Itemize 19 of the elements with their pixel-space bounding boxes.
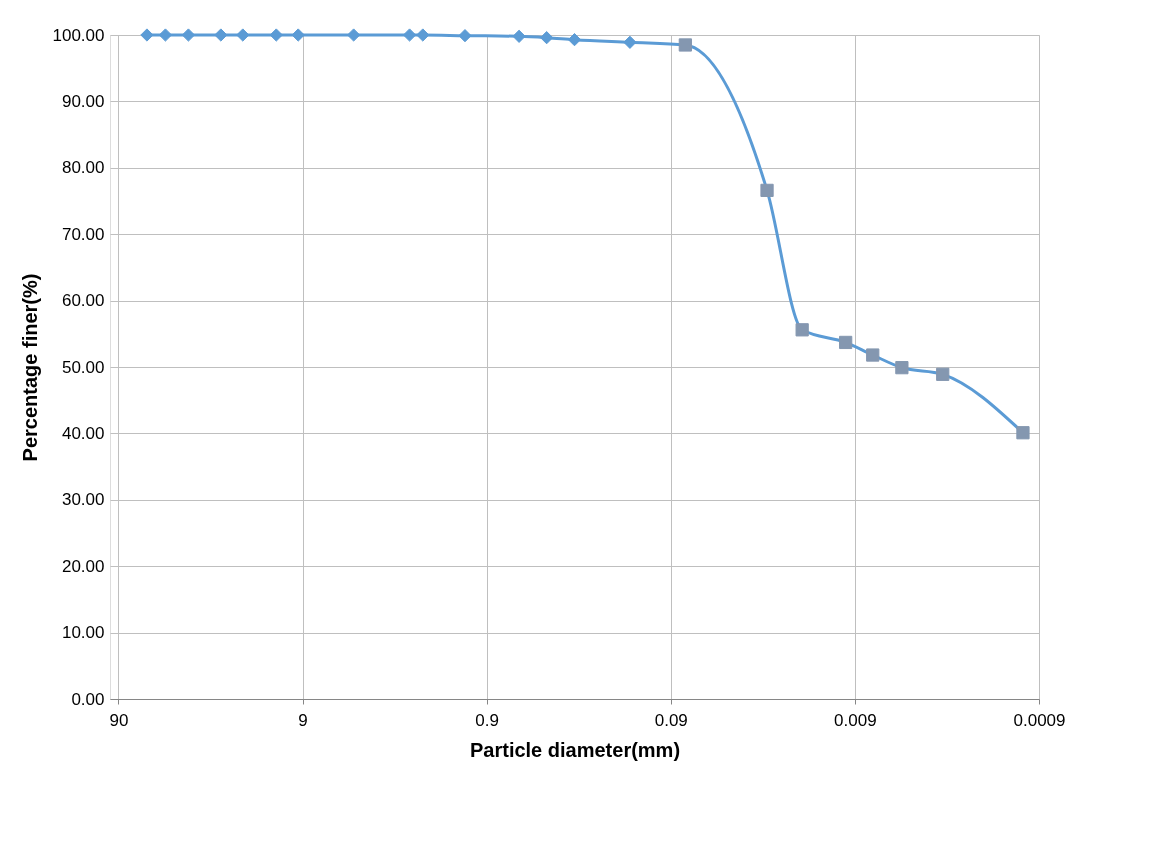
- y-tick-label: 70.00: [61, 224, 105, 244]
- y-tick-label: 20.00: [61, 556, 105, 576]
- y-tick-label: 80.00: [61, 158, 105, 178]
- y-tick-label: 30.00: [61, 490, 105, 510]
- y-tick-label: 50.00: [61, 357, 105, 377]
- x-tick-label: 90: [109, 710, 129, 730]
- x-tick-label: 0.009: [834, 710, 877, 730]
- x-tick-label: 9: [298, 710, 308, 730]
- y-tick-label: 100.00: [52, 25, 105, 45]
- y-tick-label: 60.00: [61, 291, 105, 311]
- y-tick-label: 0.00: [71, 689, 105, 709]
- y-tick-label: 90.00: [61, 91, 105, 111]
- x-tick-label: 0.09: [654, 710, 688, 730]
- x-tick-label: 0.9: [475, 710, 499, 730]
- y-axis-title: Percentage finer(%): [18, 273, 41, 462]
- y-tick-label: 40.00: [61, 423, 105, 443]
- x-axis-title: Particle diameter(mm): [469, 738, 681, 761]
- y-tick-label: 10.00: [61, 623, 105, 643]
- x-tick-label: 0.0009: [1013, 710, 1066, 730]
